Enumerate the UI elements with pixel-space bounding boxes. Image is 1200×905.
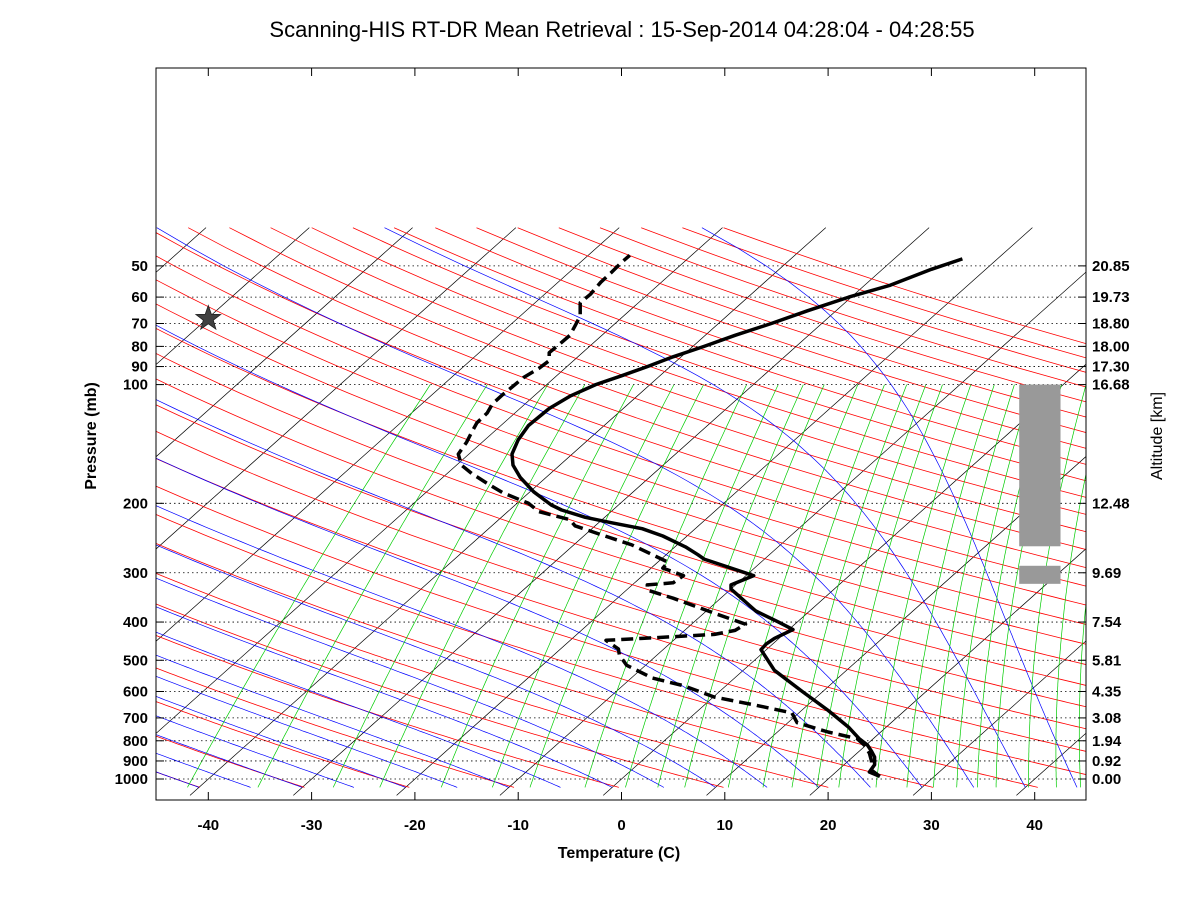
isotherm-line [397,228,1033,796]
isotherm-line [0,228,206,796]
y2-tick-label: 0.92 [1092,753,1121,770]
dry-adiabat-line [0,228,200,788]
y2-tick-label: 9.69 [1092,565,1121,582]
x-axis-label: Temperature (C) [558,845,680,862]
y-tick-label: 300 [123,565,148,582]
y-tick-label: 50 [131,258,148,275]
mixing-ratio-line [1056,385,1107,788]
y-tick-label: 900 [123,753,148,770]
annotation-bar-block [1019,385,1060,547]
moist-adiabat-line [157,228,974,788]
x-tick-label: -10 [507,817,529,834]
y2-tick-label: 3.08 [1092,710,1121,727]
y-tick-label: 200 [123,495,148,512]
x-tick-label: 20 [820,817,837,834]
dry-adiabat-line [312,228,1200,788]
isotherm-line [1120,228,1200,796]
series-lines [458,255,962,776]
moist-adiabat-line [0,228,199,788]
x-tick-label: 0 [617,817,625,834]
x-tick-label: 40 [1026,817,1043,834]
x-tick-label: 10 [716,817,733,834]
moist-adiabat-line [0,228,457,788]
y-tick-label: 1000 [115,771,148,788]
isotherm-line [0,228,103,796]
y-tick-label: 400 [123,614,148,631]
isotherm-line [0,228,619,796]
y2-axis-label: Altitude [km] [1149,392,1166,480]
y2-tick-label: 5.81 [1092,652,1121,669]
dry-adiabat-line [0,228,724,788]
dry-adiabat-line [0,228,514,788]
y-tick-label: 700 [123,710,148,727]
y2-tick-label: 19.73 [1092,289,1130,306]
y-tick-label: 100 [123,377,148,394]
annotation-bar-block [1019,566,1060,584]
y-axis-label: Pressure (mb) [83,382,100,490]
chart-title: Scanning-HIS RT-DR Mean Retrieval : 15-S… [269,17,974,42]
isotherm-line [810,228,1200,796]
y2-tick-label: 18.80 [1092,316,1130,333]
mixing-ratio-line [763,385,885,788]
plot-frame [156,68,1086,800]
y2-tick-label: 4.35 [1092,684,1121,701]
dewpoint-profile-line [458,255,880,776]
y2-tick-label: 12.48 [1092,495,1130,512]
y-tick-label: 70 [131,316,148,333]
mixing-ratio-line [188,385,431,788]
x-tick-label: -40 [197,817,219,834]
y-tick-label: 80 [131,338,148,355]
moist-adiabat-line [0,228,664,788]
pressure-gridlines [156,266,1086,779]
mixing-ratio-line [585,385,747,788]
isotherm-line [0,228,516,796]
y2-tick-label: 20.85 [1092,258,1130,275]
dry-adiabat-line [0,228,409,788]
mixing-ratio-line [934,385,1015,788]
y-tick-label: 800 [123,733,148,750]
y2-tick-label: 18.00 [1092,338,1130,355]
moist-adiabat-line [0,228,354,788]
dry-adiabat-line [0,228,305,788]
y2-tick-label: 17.30 [1092,359,1130,376]
isotherm-line [190,228,826,796]
moist-adiabat-line [0,228,302,788]
y2-tick-label: 7.54 [1092,614,1122,631]
y2-tick-label: 1.94 [1092,733,1122,750]
moist-adiabat-line [0,228,767,788]
moist-adiabat-line [0,228,509,788]
y-tick-label: 60 [131,289,148,306]
x-tick-label: 30 [923,817,940,834]
y2-tick-label: 16.68 [1092,377,1130,394]
y-tick-label: 500 [123,652,148,669]
isotherm-line [0,228,309,796]
y-tick-label: 600 [123,684,148,701]
x-tick-label: -20 [404,817,426,834]
moist-adiabat-line [0,228,715,788]
isotherm-line [87,228,723,796]
temperature-profile-line [512,259,962,777]
y2-tick-label: 0.00 [1092,771,1121,788]
y-tick-label: 90 [131,359,148,376]
x-tick-label: -30 [301,817,323,834]
